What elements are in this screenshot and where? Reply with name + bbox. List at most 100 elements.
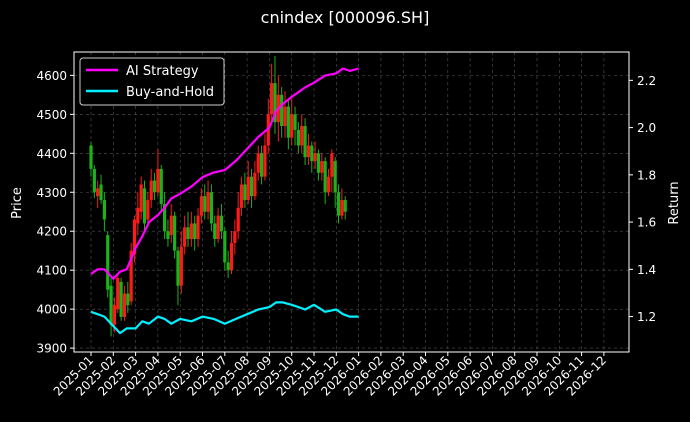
legend-bh-label: Buy-and-Hold xyxy=(126,85,214,100)
candle-body xyxy=(243,184,247,201)
candle-body xyxy=(283,106,287,127)
right-axis-label: Return xyxy=(667,181,682,224)
candle-body xyxy=(146,200,150,220)
candle-body xyxy=(136,207,140,224)
candle-body xyxy=(343,200,347,212)
candle-body xyxy=(306,145,311,158)
candle-body xyxy=(89,145,93,169)
candle-body xyxy=(199,196,203,216)
candle-body xyxy=(270,83,274,115)
buy-and-hold-line xyxy=(90,301,359,335)
candle-body xyxy=(162,203,167,232)
candle-body xyxy=(296,129,300,146)
candle-body xyxy=(99,184,103,201)
candle-body xyxy=(333,161,337,193)
candle-body xyxy=(316,153,321,173)
candle-body xyxy=(122,293,127,317)
candle-body xyxy=(152,180,157,193)
candle-body xyxy=(249,176,254,197)
ai-strategy-line xyxy=(90,67,359,280)
candle-body xyxy=(166,231,170,240)
candle-body xyxy=(132,219,137,255)
x-axis: 2025-012025-022025-032025-042025-052025-… xyxy=(51,352,609,399)
candle-body xyxy=(326,176,331,193)
candle-body xyxy=(229,242,234,271)
candle-body xyxy=(226,262,230,271)
candle-body xyxy=(169,215,173,236)
candle-body xyxy=(193,223,197,240)
candle-body xyxy=(203,196,207,212)
right-tick-label: 1.2 xyxy=(637,310,656,324)
left-axis: 3900 4000 4100 4200 4300 4400 4500 4600 xyxy=(36,69,74,356)
candle-body xyxy=(263,145,267,177)
right-tick-label: 1.6 xyxy=(637,216,656,230)
candle-body xyxy=(323,161,327,193)
candle-body xyxy=(149,180,153,201)
candle-body xyxy=(330,153,334,177)
plot-frame xyxy=(73,51,630,353)
candle-body xyxy=(183,227,187,247)
candle-body xyxy=(189,223,193,240)
legend-ai-label: AI Strategy xyxy=(126,64,199,79)
right-tick-label: 2.2 xyxy=(637,74,656,88)
left-tick-label: 4200 xyxy=(36,225,67,239)
candle-body xyxy=(186,227,190,240)
candle-body xyxy=(139,184,143,212)
candle-body xyxy=(112,305,117,325)
series-lines xyxy=(90,67,359,335)
candle-body xyxy=(320,161,324,173)
left-tick-label: 4600 xyxy=(36,69,67,83)
candle-body xyxy=(96,188,100,197)
candle-body xyxy=(239,184,244,208)
candle-body xyxy=(92,168,96,193)
candle-body xyxy=(303,126,307,158)
left-tick-label: 4400 xyxy=(36,147,67,161)
right-tick-label: 1.8 xyxy=(637,168,656,182)
candle-body xyxy=(213,223,217,240)
left-tick-label: 4500 xyxy=(36,108,67,122)
candle-body xyxy=(236,207,240,232)
candle-body xyxy=(293,114,297,130)
right-tick-label: 1.4 xyxy=(637,263,656,277)
candle-body xyxy=(102,200,106,220)
candle-body xyxy=(209,192,214,224)
left-tick-label: 4100 xyxy=(36,264,67,278)
candle-body xyxy=(340,200,344,216)
candle-body xyxy=(253,172,257,197)
legend: AI Strategy Buy-and-Hold xyxy=(79,57,225,106)
left-tick-label: 4300 xyxy=(36,186,67,200)
chart-title: cnindex [000096.SH] xyxy=(260,8,430,27)
candle-body xyxy=(206,192,210,212)
candle-body xyxy=(259,153,264,177)
candle-body xyxy=(246,176,250,201)
right-axis: 1.2 1.4 1.6 1.8 2.0 2.2 xyxy=(629,74,656,324)
candle-body xyxy=(109,285,113,325)
candle-body xyxy=(223,231,227,263)
candle-body xyxy=(116,277,120,310)
candle-body xyxy=(142,188,147,224)
candle-body xyxy=(273,83,277,123)
left-axis-label: Price xyxy=(10,187,25,219)
candle-body xyxy=(179,246,183,286)
left-tick-label: 4000 xyxy=(36,303,67,317)
candle-body xyxy=(196,215,200,240)
candle-body xyxy=(300,126,304,146)
candle-body xyxy=(286,106,290,138)
left-tick-label: 3900 xyxy=(36,342,67,356)
candle-body xyxy=(216,215,220,240)
candle-body xyxy=(119,281,123,317)
candle-body xyxy=(336,192,341,216)
candle-body xyxy=(176,250,180,286)
candle-body xyxy=(219,215,224,232)
candle-body xyxy=(173,215,177,251)
candlesticks xyxy=(89,55,347,337)
candle-body xyxy=(156,168,160,193)
candle-body xyxy=(310,145,314,162)
right-tick-label: 2.0 xyxy=(637,121,656,135)
candle-body xyxy=(290,114,294,138)
candle-body xyxy=(126,293,130,306)
candle-body xyxy=(159,168,163,204)
candle-body xyxy=(256,153,260,173)
candle-body xyxy=(129,250,133,302)
